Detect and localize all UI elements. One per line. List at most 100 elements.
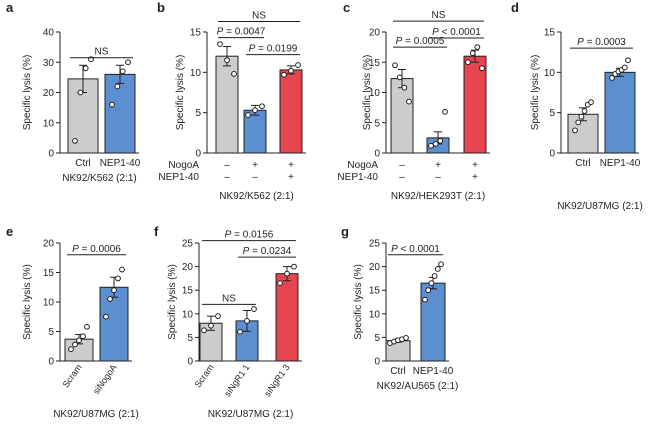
y-axis-label: Specific lysis (%) xyxy=(22,264,33,340)
data-point xyxy=(201,327,207,334)
factor-row-value: – xyxy=(399,172,405,183)
data-point xyxy=(237,328,243,335)
y-tick-label: 15 xyxy=(43,268,55,279)
x-tick-label: siNgR1 3 xyxy=(262,362,291,398)
y-tick-label: 5 xyxy=(195,108,201,119)
data-point xyxy=(572,127,578,134)
data-point xyxy=(588,99,594,106)
y-tick-label: 15 xyxy=(190,28,202,39)
data-point xyxy=(578,113,585,120)
panel-label: f xyxy=(154,224,159,239)
data-point xyxy=(284,270,290,277)
panel-label: g xyxy=(341,224,349,239)
data-point xyxy=(115,275,121,282)
factor-row-label: NEP1-40 xyxy=(337,172,378,183)
bar xyxy=(215,55,239,154)
y-tick-label: 40 xyxy=(43,28,55,39)
significance-label: NS xyxy=(432,10,446,21)
data-point xyxy=(609,75,615,81)
y-tick-label: 0 xyxy=(195,149,201,160)
y-axis-label: Specific lysis (%) xyxy=(353,264,364,340)
significance-label: P = 0.0156 xyxy=(225,230,274,241)
factor-row-value: – xyxy=(224,172,230,183)
data-point xyxy=(80,333,86,340)
y-tick-label: 0 xyxy=(374,149,380,160)
y-tick-label: 25 xyxy=(369,239,381,250)
data-point xyxy=(68,346,74,353)
factor-row-value: + xyxy=(472,160,478,171)
panel-label: b xyxy=(157,0,165,15)
y-tick-label: 0 xyxy=(187,357,193,368)
y-tick-label: 0 xyxy=(549,149,555,160)
data-point xyxy=(621,64,628,71)
y-tick-label: 30 xyxy=(43,58,55,69)
factor-row-label: NEP1-40 xyxy=(158,172,199,183)
data-point xyxy=(224,57,230,64)
data-point xyxy=(125,59,131,66)
y-tick-label: 15 xyxy=(369,58,381,69)
data-point xyxy=(434,266,441,272)
significance-label: P = 0.0005 xyxy=(396,36,445,47)
y-tick-label: 10 xyxy=(190,68,202,79)
x-axis-caption: NK92/U87MG (2:1) xyxy=(53,409,139,420)
data-point xyxy=(107,296,113,302)
x-tick-label: Scram xyxy=(193,362,216,389)
y-tick-label: 10 xyxy=(43,298,55,309)
factor-row-value: – xyxy=(224,160,230,171)
data-point xyxy=(392,62,398,69)
data-point xyxy=(428,142,434,149)
data-point xyxy=(252,107,258,114)
x-axis-caption: NK92/U87MG (2:1) xyxy=(208,409,294,420)
factor-row-value: + xyxy=(288,172,294,183)
data-point xyxy=(72,341,78,348)
significance-label: NS xyxy=(95,47,109,58)
panel-label: e xyxy=(6,224,13,239)
y-tick-label: 15 xyxy=(182,286,194,297)
x-axis-caption: NK92/K562 (2:1) xyxy=(219,191,294,202)
factor-row-label: NogoA xyxy=(168,160,199,171)
y-tick-label: 10 xyxy=(369,88,381,99)
data-point xyxy=(119,266,125,273)
x-tick-label: NEP1-40 xyxy=(100,158,141,169)
data-point xyxy=(437,138,444,144)
panel-label: c xyxy=(343,0,350,15)
y-tick-label: 0 xyxy=(374,357,380,368)
data-point xyxy=(217,41,223,47)
bar xyxy=(99,286,129,362)
y-tick-label: 5 xyxy=(549,108,555,119)
data-point xyxy=(295,62,301,68)
y-tick-label: 10 xyxy=(544,68,556,79)
x-tick-label: Ctrl xyxy=(75,158,91,169)
data-point xyxy=(72,138,78,144)
y-axis-label: Specific lysis (%) xyxy=(22,55,33,131)
significance-label: NS xyxy=(252,11,266,22)
x-tick-label: Ctrl xyxy=(575,158,591,169)
x-tick-label: NEP1-40 xyxy=(600,158,641,169)
y-tick-label: 25 xyxy=(182,239,194,250)
data-point xyxy=(438,261,444,268)
data-point xyxy=(291,263,297,270)
significance-label: NS xyxy=(222,293,236,304)
factor-row-value: + xyxy=(435,160,441,171)
significance-label: P < 0.0001 xyxy=(432,27,481,38)
y-axis-label: Specific lysis (%) xyxy=(167,264,178,340)
y-tick-label: 10 xyxy=(182,309,194,320)
significance-label: P < 0.0001 xyxy=(391,244,440,255)
bar xyxy=(104,73,136,154)
significance-label: P = 0.0006 xyxy=(72,244,121,255)
data-point xyxy=(465,59,471,66)
x-tick-label: NEP1-40 xyxy=(413,366,454,377)
panel-f: f Specific lysis (%) 0 5 10 15 20 25 Scram siNgR1… xyxy=(154,224,302,420)
x-tick-label: siNogoA xyxy=(91,362,119,396)
data-point xyxy=(259,103,265,110)
data-point xyxy=(401,84,408,91)
y-tick-label: 10 xyxy=(43,118,55,129)
data-point xyxy=(625,57,631,64)
y-tick-label: 0 xyxy=(48,149,54,160)
panel-label: a xyxy=(6,0,14,15)
bar xyxy=(275,273,299,362)
x-axis-caption: NK92/AU565 (2:1) xyxy=(377,381,459,392)
significance-label: P = 0.0047 xyxy=(217,27,266,38)
